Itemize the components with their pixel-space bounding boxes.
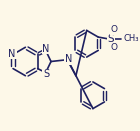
Text: CH₃: CH₃	[123, 34, 139, 43]
Text: N: N	[9, 48, 16, 59]
Text: S: S	[43, 69, 49, 79]
Text: O: O	[111, 25, 118, 34]
Text: S: S	[107, 34, 114, 44]
Text: O: O	[111, 43, 118, 52]
Text: N: N	[42, 44, 50, 54]
Text: N: N	[65, 54, 72, 64]
